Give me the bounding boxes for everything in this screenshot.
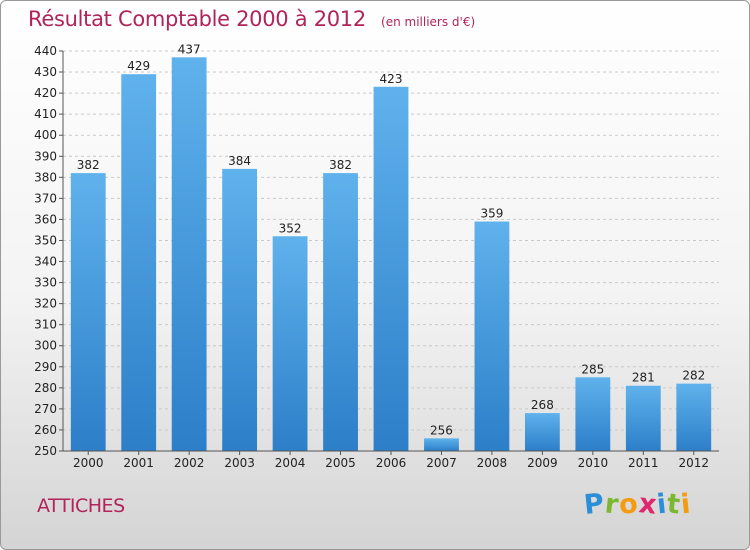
bar-2007 [424,438,459,451]
y-tick-label: 270 [34,402,57,416]
proxiti-logo: Proxiti [582,488,694,521]
x-tick-label-2009: 2009 [527,456,558,470]
bar-2006 [373,86,409,451]
data-label-2006: 423 [380,72,403,86]
y-tick-label: 410 [34,107,57,121]
data-label-2010: 285 [581,362,604,376]
y-tick-label: 440 [34,44,57,58]
x-tick-label-2001: 2001 [123,456,154,470]
bar-2004 [272,236,308,451]
x-tick-label-2002: 2002 [174,456,205,470]
y-tick-label: 280 [34,381,57,395]
bar-2008 [474,221,510,451]
x-tick-label-2003: 2003 [224,456,255,470]
y-tick-label: 260 [34,423,57,437]
data-label-2001: 429 [127,59,150,73]
y-tick-label: 290 [34,360,57,374]
bar-2009 [524,413,560,451]
x-tick-label-2011: 2011 [628,456,659,470]
x-tick-label-2005: 2005 [325,456,356,470]
bar-2003 [222,168,258,452]
y-tick-label: 330 [34,276,57,290]
x-tick-label-2010: 2010 [578,456,609,470]
logo-letter: i [679,488,694,521]
x-tick-label-2006: 2006 [376,456,407,470]
data-label-2002: 437 [178,42,201,56]
data-label-2003: 384 [228,154,251,168]
y-tick-label: 250 [34,444,57,458]
commune-name: ATTICHES [37,495,125,517]
y-tick-label: 420 [34,86,57,100]
data-label-2000: 382 [77,158,100,172]
chart-title: Résultat Comptable 2000 à 2012 [28,7,366,31]
x-tick-label-2004: 2004 [275,456,306,470]
y-tick-label: 340 [34,255,57,269]
x-tick-label-2008: 2008 [477,456,508,470]
x-tick-label-2012: 2012 [678,456,709,470]
bar-2002 [171,57,207,451]
bar-2005 [323,173,358,451]
data-label-2005: 382 [329,158,352,172]
y-tick-label: 390 [34,149,57,163]
x-tick-label-2000: 2000 [73,456,104,470]
y-tick-label: 400 [34,128,57,142]
y-tick-label: 300 [34,339,57,353]
bar-2010 [575,377,611,451]
x-tick-label-2007: 2007 [426,456,457,470]
y-tick-label: 320 [34,297,57,311]
data-labels: 382 429 437 384 352 382 423 256 359 268 285 281 282 [77,42,705,437]
y-tick-label: 360 [34,212,57,226]
data-label-2004: 352 [279,221,302,235]
data-label-2008: 359 [480,207,503,221]
bars [70,57,712,452]
data-label-2012: 282 [682,369,705,383]
y-tick-label: 430 [34,65,57,79]
data-label-2009: 268 [531,398,554,412]
y-tick-label: 370 [34,191,57,205]
bar-2000 [70,173,106,451]
y-tick-label: 310 [34,318,57,332]
y-tick-label: 350 [34,233,57,247]
data-label-2007: 256 [430,423,453,437]
bar-2011 [625,385,661,451]
data-label-2011: 281 [632,371,655,385]
title-block: Résultat Comptable 2000 à 2012 (en milli… [28,7,475,31]
chart-unit: (en milliers d'€) [381,15,476,29]
axes: 250 260 270 280 290 300 310 320 330 340 350 360 370 3… [34,44,719,470]
bar-2012 [676,383,712,451]
bar-2001 [121,74,157,451]
y-tick-label: 380 [34,170,57,184]
